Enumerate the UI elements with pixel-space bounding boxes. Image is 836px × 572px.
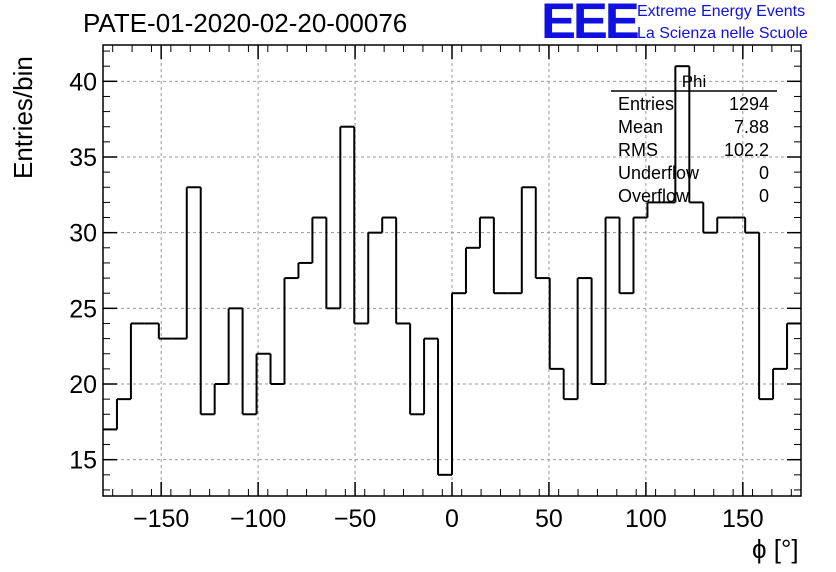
eee-logo: EEE xyxy=(541,0,640,49)
stats-value: 102.2 xyxy=(724,140,769,160)
stats-value: 0 xyxy=(759,186,769,206)
y-tick-label: 35 xyxy=(69,144,97,172)
x-tick-label: 150 xyxy=(722,505,764,533)
stats-label: Underflow xyxy=(618,163,700,183)
histogram-series xyxy=(103,65,801,476)
stats-value: 1294 xyxy=(729,94,769,114)
stats-name: Phi xyxy=(682,72,707,91)
org-name-line1: Extreme Energy Events xyxy=(637,3,806,20)
x-tick-label: −50 xyxy=(334,505,376,533)
stats-value: 7.88 xyxy=(734,117,769,137)
stats-value: 0 xyxy=(759,163,769,183)
chart-title: PATE-01-2020-02-20-00076 xyxy=(83,8,408,38)
y-tick-label: 15 xyxy=(69,447,97,475)
x-tick-label: 0 xyxy=(445,505,459,533)
stats-label: Entries xyxy=(618,94,674,114)
tick-labels: −150 −100 −50 0 50 100 150 15 20 25 30 35 40 xyxy=(69,68,764,533)
x-tick-label: 100 xyxy=(625,505,667,533)
x-tick-label: 50 xyxy=(535,505,563,533)
stats-label: Overflow xyxy=(618,186,690,206)
y-tick-label: 20 xyxy=(69,371,97,399)
y-axis-label: Entries/bin xyxy=(8,56,38,179)
y-tick-label: 25 xyxy=(69,295,97,323)
stats-box: Phi Entries 1294 Mean 7.88 RMS 102.2 Underflow 0… xyxy=(611,72,777,206)
x-axis-label: ϕ [°] xyxy=(752,534,799,564)
x-tick-label: −100 xyxy=(230,505,286,533)
y-tick-label: 30 xyxy=(69,220,97,248)
stats-label: Mean xyxy=(618,117,663,137)
y-tick-label: 40 xyxy=(69,68,97,96)
org-name-line2: La Scienza nelle Scuole xyxy=(637,25,808,42)
axis-ticks xyxy=(103,45,801,496)
stats-label: RMS xyxy=(618,140,658,160)
x-tick-label: −150 xyxy=(133,505,189,533)
